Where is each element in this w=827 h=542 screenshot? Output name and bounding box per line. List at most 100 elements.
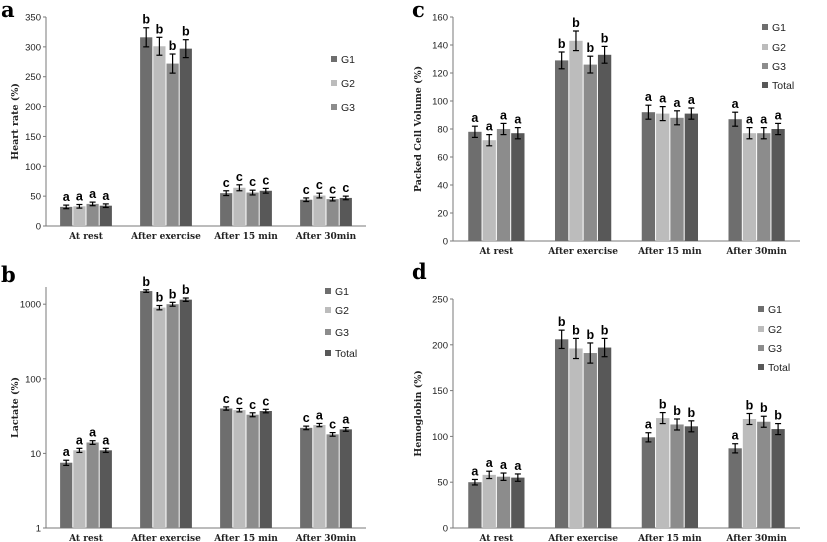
bar [86, 442, 99, 528]
legend-entry: G1 [335, 286, 349, 298]
bar [482, 474, 496, 528]
bar [140, 291, 153, 528]
significance-letter: b [156, 291, 164, 305]
legend-entry: Total [335, 348, 357, 360]
legend-entry: G3 [768, 343, 782, 355]
significance-letter: c [329, 418, 336, 432]
x-tick-label: After 15 min [213, 534, 278, 542]
y-tick-label: 50 [30, 192, 41, 203]
legend-entry: Total [768, 362, 790, 374]
bar [179, 299, 192, 528]
bar [728, 448, 742, 528]
bar [60, 206, 73, 226]
significance-letter: a [342, 413, 350, 427]
bar [511, 133, 525, 241]
bar [300, 199, 313, 226]
significance-letter: b [156, 22, 164, 36]
bar [220, 193, 233, 226]
legend-entry: G2 [772, 42, 786, 54]
significance-letter: b [688, 406, 696, 420]
legend-swatch [325, 288, 331, 294]
x-tick-label: At rest [68, 534, 104, 542]
bar [99, 450, 112, 528]
significance-letter: a [688, 93, 696, 107]
y-tick-label: 250 [25, 72, 41, 83]
y-tick-label: 100 [25, 374, 41, 385]
significance-letter: c [236, 170, 243, 184]
significance-letter: b [586, 41, 594, 55]
bar [569, 40, 583, 241]
bar [326, 199, 339, 226]
bar [771, 429, 785, 528]
bar [220, 408, 233, 528]
significance-letter: c [262, 394, 269, 408]
legend-swatch [331, 80, 337, 86]
significance-letter: a [89, 426, 97, 440]
y-axis-label: Heart rate (%) [10, 83, 21, 160]
legend-swatch [762, 24, 768, 30]
bar [233, 187, 246, 226]
legend-swatch [758, 306, 764, 312]
y-tick-label: 150 [432, 386, 448, 397]
y-tick-label: 100 [432, 97, 448, 108]
x-tick-label: After exercise [130, 232, 201, 242]
x-tick-label: After exercise [547, 247, 618, 257]
significance-letter: a [645, 90, 653, 104]
y-tick-label: 350 [25, 13, 41, 24]
significance-letter: b [774, 409, 782, 423]
significance-letter: a [89, 187, 97, 201]
bar [246, 414, 259, 528]
bar [468, 131, 482, 241]
significance-letter: b [746, 399, 754, 413]
legend-swatch [325, 329, 331, 335]
chart-panel-a: 0 50 100 150 200 250 300 350 Heart rate (%) At re… [10, 13, 366, 242]
bar [757, 133, 771, 241]
bar [583, 353, 597, 528]
x-tick-label: After 15 min [637, 534, 702, 542]
significance-letter: a [486, 120, 494, 134]
legend-entry: G2 [341, 78, 355, 90]
significance-letter: a [486, 456, 494, 470]
x-tick-label: After 15 min [637, 247, 702, 257]
bar [684, 113, 699, 241]
y-tick-label: 300 [25, 42, 41, 53]
legend-entry: G2 [335, 305, 349, 317]
bar [73, 450, 86, 528]
bar [166, 63, 179, 226]
bar [583, 64, 597, 241]
legend-entry: G3 [341, 102, 355, 114]
significance-letter: b [182, 25, 190, 39]
y-tick-label: 0 [443, 524, 448, 535]
bar [670, 117, 684, 241]
bar [153, 307, 166, 528]
bar [166, 304, 179, 528]
significance-letter: a [514, 459, 522, 473]
y-tick-label: 200 [432, 340, 448, 351]
x-tick-label: After exercise [547, 534, 618, 542]
significance-letter: c [342, 181, 349, 195]
significance-letter: b [182, 283, 190, 297]
bar [233, 410, 246, 528]
bar [757, 421, 771, 528]
legend-swatch [758, 364, 764, 370]
bar [60, 462, 73, 528]
significance-letter: b [558, 315, 566, 329]
panel-label-a: a [1, 0, 15, 22]
significance-letter: a [102, 433, 110, 447]
bar [684, 426, 699, 528]
bar [641, 437, 656, 528]
significance-letter: a [76, 190, 84, 204]
significance-letter: a [674, 96, 682, 110]
y-tick-label: 200 [25, 102, 41, 113]
bar [496, 129, 511, 241]
panel-label-c: c [412, 0, 425, 22]
legend-entry: G3 [335, 327, 349, 339]
bar [339, 429, 352, 528]
bar [670, 424, 684, 528]
significance-letter: c [223, 392, 230, 406]
y-tick-label: 60 [437, 153, 448, 164]
x-tick-label: At rest [478, 534, 514, 542]
significance-letter: b [142, 13, 150, 27]
y-tick-label: 0 [443, 237, 448, 248]
